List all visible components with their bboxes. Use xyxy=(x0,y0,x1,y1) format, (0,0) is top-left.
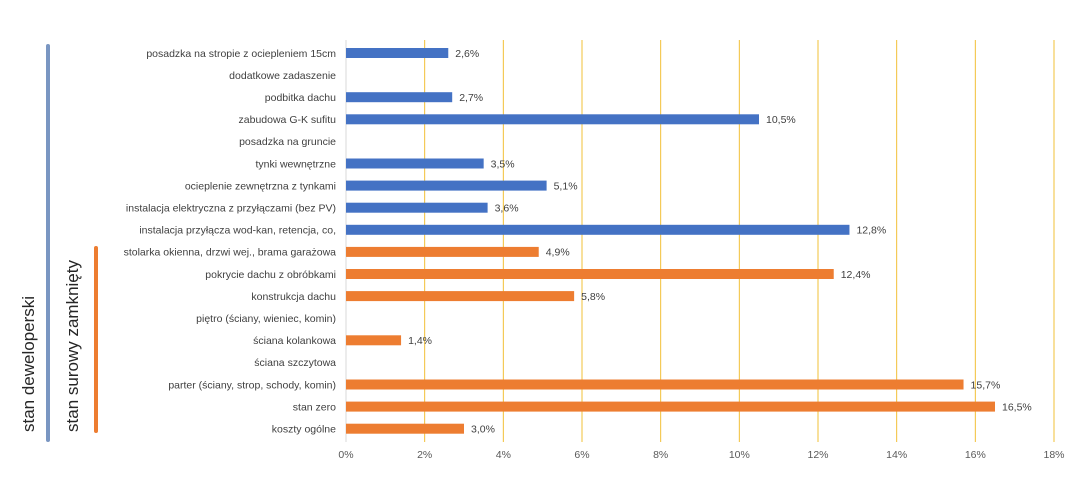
data-label: 1,4% xyxy=(408,335,432,347)
x-tick-label: 14% xyxy=(886,449,907,461)
data-label: 2,7% xyxy=(459,92,483,104)
category-label: instalacja przyłącza wod-kan, retencja, … xyxy=(139,225,336,237)
bar xyxy=(346,379,964,390)
data-label: 5,1% xyxy=(554,180,578,192)
bars xyxy=(346,48,995,434)
x-tick-label: 8% xyxy=(653,449,668,461)
bar xyxy=(346,423,464,434)
bar xyxy=(346,114,759,125)
category-label: ściana szczytowa xyxy=(254,357,336,369)
category-label: stolarka okienna, drzwi wej., brama gara… xyxy=(124,247,337,259)
category-label: dodatkowe zadaszenie xyxy=(229,70,336,82)
x-axis-ticks: 0% 2% 4% 6% 8% 10% 12% 14% 16% 18% xyxy=(338,449,1064,461)
bar xyxy=(346,180,547,191)
data-label: 3,5% xyxy=(491,158,515,170)
data-label: 3,6% xyxy=(495,203,519,215)
x-tick-label: 6% xyxy=(574,449,589,461)
x-tick-label: 0% xyxy=(338,449,353,461)
category-label: konstrukcja dachu xyxy=(251,291,336,303)
bar xyxy=(346,401,995,412)
category-label: posadzka na stropie z ociepleniem 15cm xyxy=(146,48,336,60)
x-tick-label: 12% xyxy=(807,449,828,461)
data-label: 12,8% xyxy=(856,225,886,237)
category-labels: posadzka na stropie z ociepleniem 15cm do… xyxy=(124,48,337,436)
x-tick-label: 2% xyxy=(417,449,432,461)
bar xyxy=(346,246,539,257)
category-label: podbitka dachu xyxy=(265,92,336,104)
category-label: ocieplenie zewnętrzna z tynkami xyxy=(185,180,336,192)
category-label: posadzka na gruncie xyxy=(239,136,336,148)
data-label: 10,5% xyxy=(766,114,796,126)
bar xyxy=(346,202,488,213)
category-label: ściana kolankowa xyxy=(253,335,336,347)
bar xyxy=(346,224,850,235)
bar xyxy=(346,92,453,103)
bar xyxy=(346,158,484,169)
category-label: pokrycie dachu z obróbkami xyxy=(205,269,336,281)
category-label: koszty ogólne xyxy=(272,424,336,436)
bar xyxy=(346,48,449,58)
x-tick-label: 16% xyxy=(965,449,986,461)
category-label: zabudowa G-K sufitu xyxy=(239,114,337,126)
category-label: stan zero xyxy=(293,401,336,413)
x-tick-label: 18% xyxy=(1043,449,1064,461)
bar xyxy=(346,291,575,302)
category-label: piętro (ściany, wieniec, komin) xyxy=(196,313,336,325)
data-label: 2,6% xyxy=(455,48,479,60)
data-label: 4,9% xyxy=(546,247,570,259)
bar xyxy=(346,335,402,346)
data-label: 15,7% xyxy=(971,379,1001,391)
group-label-stan-surowy-zamkniety: stan surowy zamknięty xyxy=(63,260,82,432)
data-label: 16,5% xyxy=(1002,401,1032,413)
x-tick-label: 4% xyxy=(496,449,511,461)
data-label: 3,0% xyxy=(471,424,495,436)
group-brackets: stan deweloperski stan surowy zamknięty xyxy=(19,44,98,442)
bar xyxy=(346,269,834,279)
category-label: tynki wewnętrzne xyxy=(255,158,336,170)
x-tick-label: 10% xyxy=(729,449,750,461)
gridlines xyxy=(345,40,1055,442)
category-label: parter (ściany, strop, schody, komin) xyxy=(168,379,336,391)
category-label: instalacja elektryczna z przyłączami (be… xyxy=(126,203,336,215)
data-label: 12,4% xyxy=(841,269,871,281)
data-label: 5,8% xyxy=(581,291,605,303)
group-label-stan-deweloperski: stan deweloperski xyxy=(19,296,38,432)
data-labels: 2,6% 2,7% 10,5% 3,5% 5,1% 3,6% 12,8% 4,9% 12,4% 5… xyxy=(408,48,1032,436)
